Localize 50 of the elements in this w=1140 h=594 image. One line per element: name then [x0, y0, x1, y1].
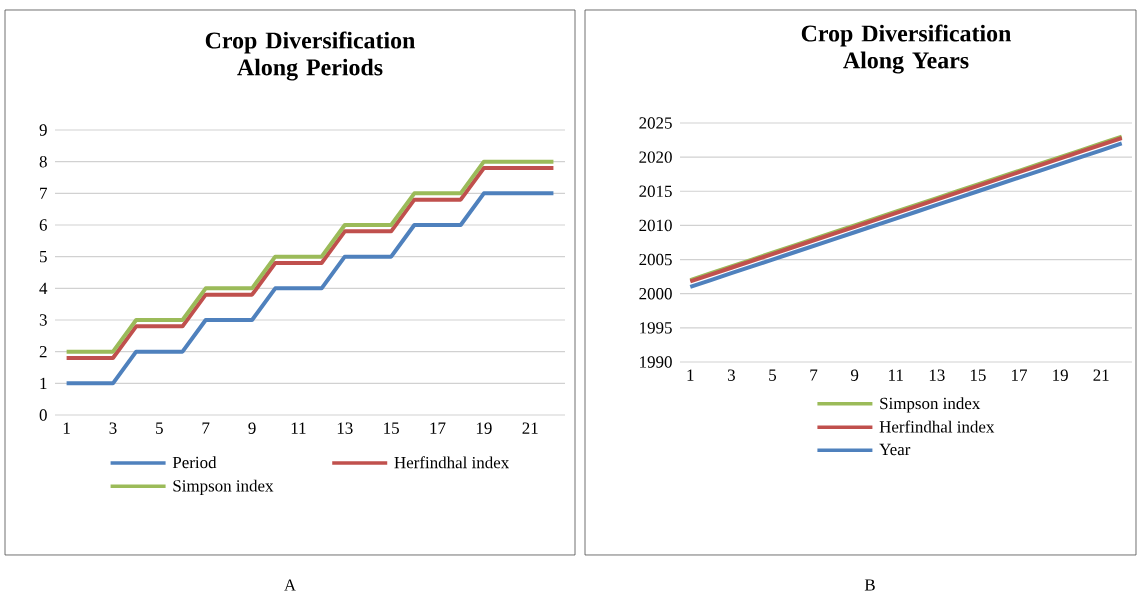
chart-title: Crop Diversification Along Periods	[205, 31, 416, 81]
legend-label: Period	[172, 456, 217, 469]
x-tick-label: 15	[384, 422, 399, 434]
x-tick-label: 7	[810, 369, 818, 381]
legend-label: Simpson index	[173, 479, 274, 495]
y-tick-label: 1995	[640, 322, 672, 334]
y-tick-label: 8	[39, 155, 47, 168]
chart-title: Crop Diversification Along Years	[801, 24, 1012, 74]
x-tick-label: 9	[850, 369, 859, 381]
y-tick-label: 2	[39, 346, 47, 358]
y-tick-label: 6	[39, 219, 47, 231]
y-tick-label: 7	[40, 187, 48, 199]
y-tick-label: 2000	[639, 287, 672, 300]
x-tick-label: 21	[1093, 369, 1109, 381]
y-tick-label: 2010	[639, 219, 672, 232]
x-tick-label: 5	[156, 422, 163, 434]
y-tick-label: 5	[40, 251, 47, 263]
y-tick-label: 1990	[640, 356, 672, 368]
text: B	[864, 579, 875, 591]
y-tick-label: 2005	[639, 253, 672, 266]
x-tick-label: 7	[202, 422, 210, 434]
x-tick-label: 15	[970, 369, 986, 381]
x-tick-label: 3	[109, 422, 117, 434]
x-tick-label: 13	[337, 422, 353, 434]
x-tick-label: 5	[769, 369, 777, 381]
legend-label: Year	[879, 443, 911, 456]
y-tick-label: 0	[39, 409, 47, 421]
y-tick-label: 9	[39, 124, 47, 136]
x-tick-label: 1	[63, 422, 70, 434]
text: A	[284, 579, 296, 591]
x-tick-label: 21	[522, 422, 538, 434]
y-tick-label: 2025	[639, 117, 672, 129]
legend-label: Herfindhal index	[879, 420, 995, 433]
x-tick-label: 19	[1053, 369, 1068, 381]
x-tick-label: 9	[248, 422, 256, 434]
y-tick-label: 4	[39, 282, 48, 294]
y-tick-label: 2020	[639, 151, 672, 163]
y-tick-label: 1	[40, 377, 47, 389]
legend-label: Herfindhal index	[394, 456, 509, 469]
legend-label: Simpson index	[880, 397, 981, 413]
x-tick-label: 17	[430, 422, 446, 434]
x-tick-label: 17	[1012, 369, 1027, 381]
x-tick-label: 3	[727, 369, 735, 381]
x-tick-label: 11	[889, 369, 903, 381]
y-tick-label: 2015	[639, 185, 672, 197]
x-tick-label: 19	[476, 422, 492, 434]
x-tick-label: 1	[687, 369, 694, 381]
x-tick-label: 13	[929, 369, 945, 381]
y-tick-label: 3	[39, 314, 47, 326]
x-tick-label: 11	[291, 422, 306, 434]
